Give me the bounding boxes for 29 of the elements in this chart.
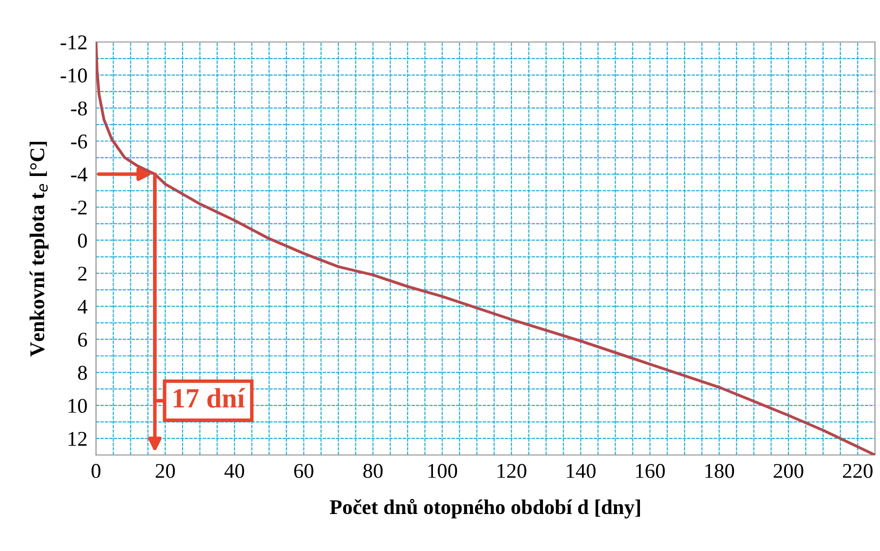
y-tick-label: -4 <box>71 168 88 182</box>
y-tick-label: 4 <box>78 300 88 314</box>
x-tick-label: 100 <box>428 464 458 478</box>
y-tick-label: 12 <box>68 432 87 446</box>
y-tick-label: 2 <box>78 266 87 281</box>
x-tick-label: 160 <box>636 464 665 478</box>
x-tick-label: 20 <box>156 464 175 478</box>
y-tick-label: -2 <box>71 200 87 214</box>
annotation: 17 dní <box>174 388 246 408</box>
y-tick-label: -8 <box>71 101 87 116</box>
y-axis-title: Venkovní teplota t$_{e}$ [°C] <box>30 142 49 357</box>
line-series <box>96 42 875 455</box>
y-tick-label: -6 <box>71 134 88 149</box>
x-tick-label: 220 <box>842 464 873 478</box>
x-tick-label: 60 <box>294 464 314 478</box>
x-tick-label: 40 <box>224 464 244 478</box>
x-tick-label: 180 <box>705 464 734 478</box>
y-tick-label: 10 <box>68 398 87 413</box>
y-tick-label: 6 <box>78 332 88 347</box>
y-tick-label: -10 <box>60 68 87 82</box>
x-tick-label: 200 <box>774 464 804 478</box>
x-tick-label: 140 <box>566 464 596 478</box>
x-axis-title: Počet dnů otopného období d [dny] <box>330 498 640 518</box>
y-tick-label: -12 <box>60 35 87 50</box>
y-tick-label: 8 <box>78 366 87 380</box>
x-tick-label: 0 <box>92 464 100 478</box>
y-tick-label: 0 <box>78 234 87 248</box>
x-tick-label: 120 <box>498 464 526 478</box>
x-tick-label: 80 <box>363 464 383 478</box>
